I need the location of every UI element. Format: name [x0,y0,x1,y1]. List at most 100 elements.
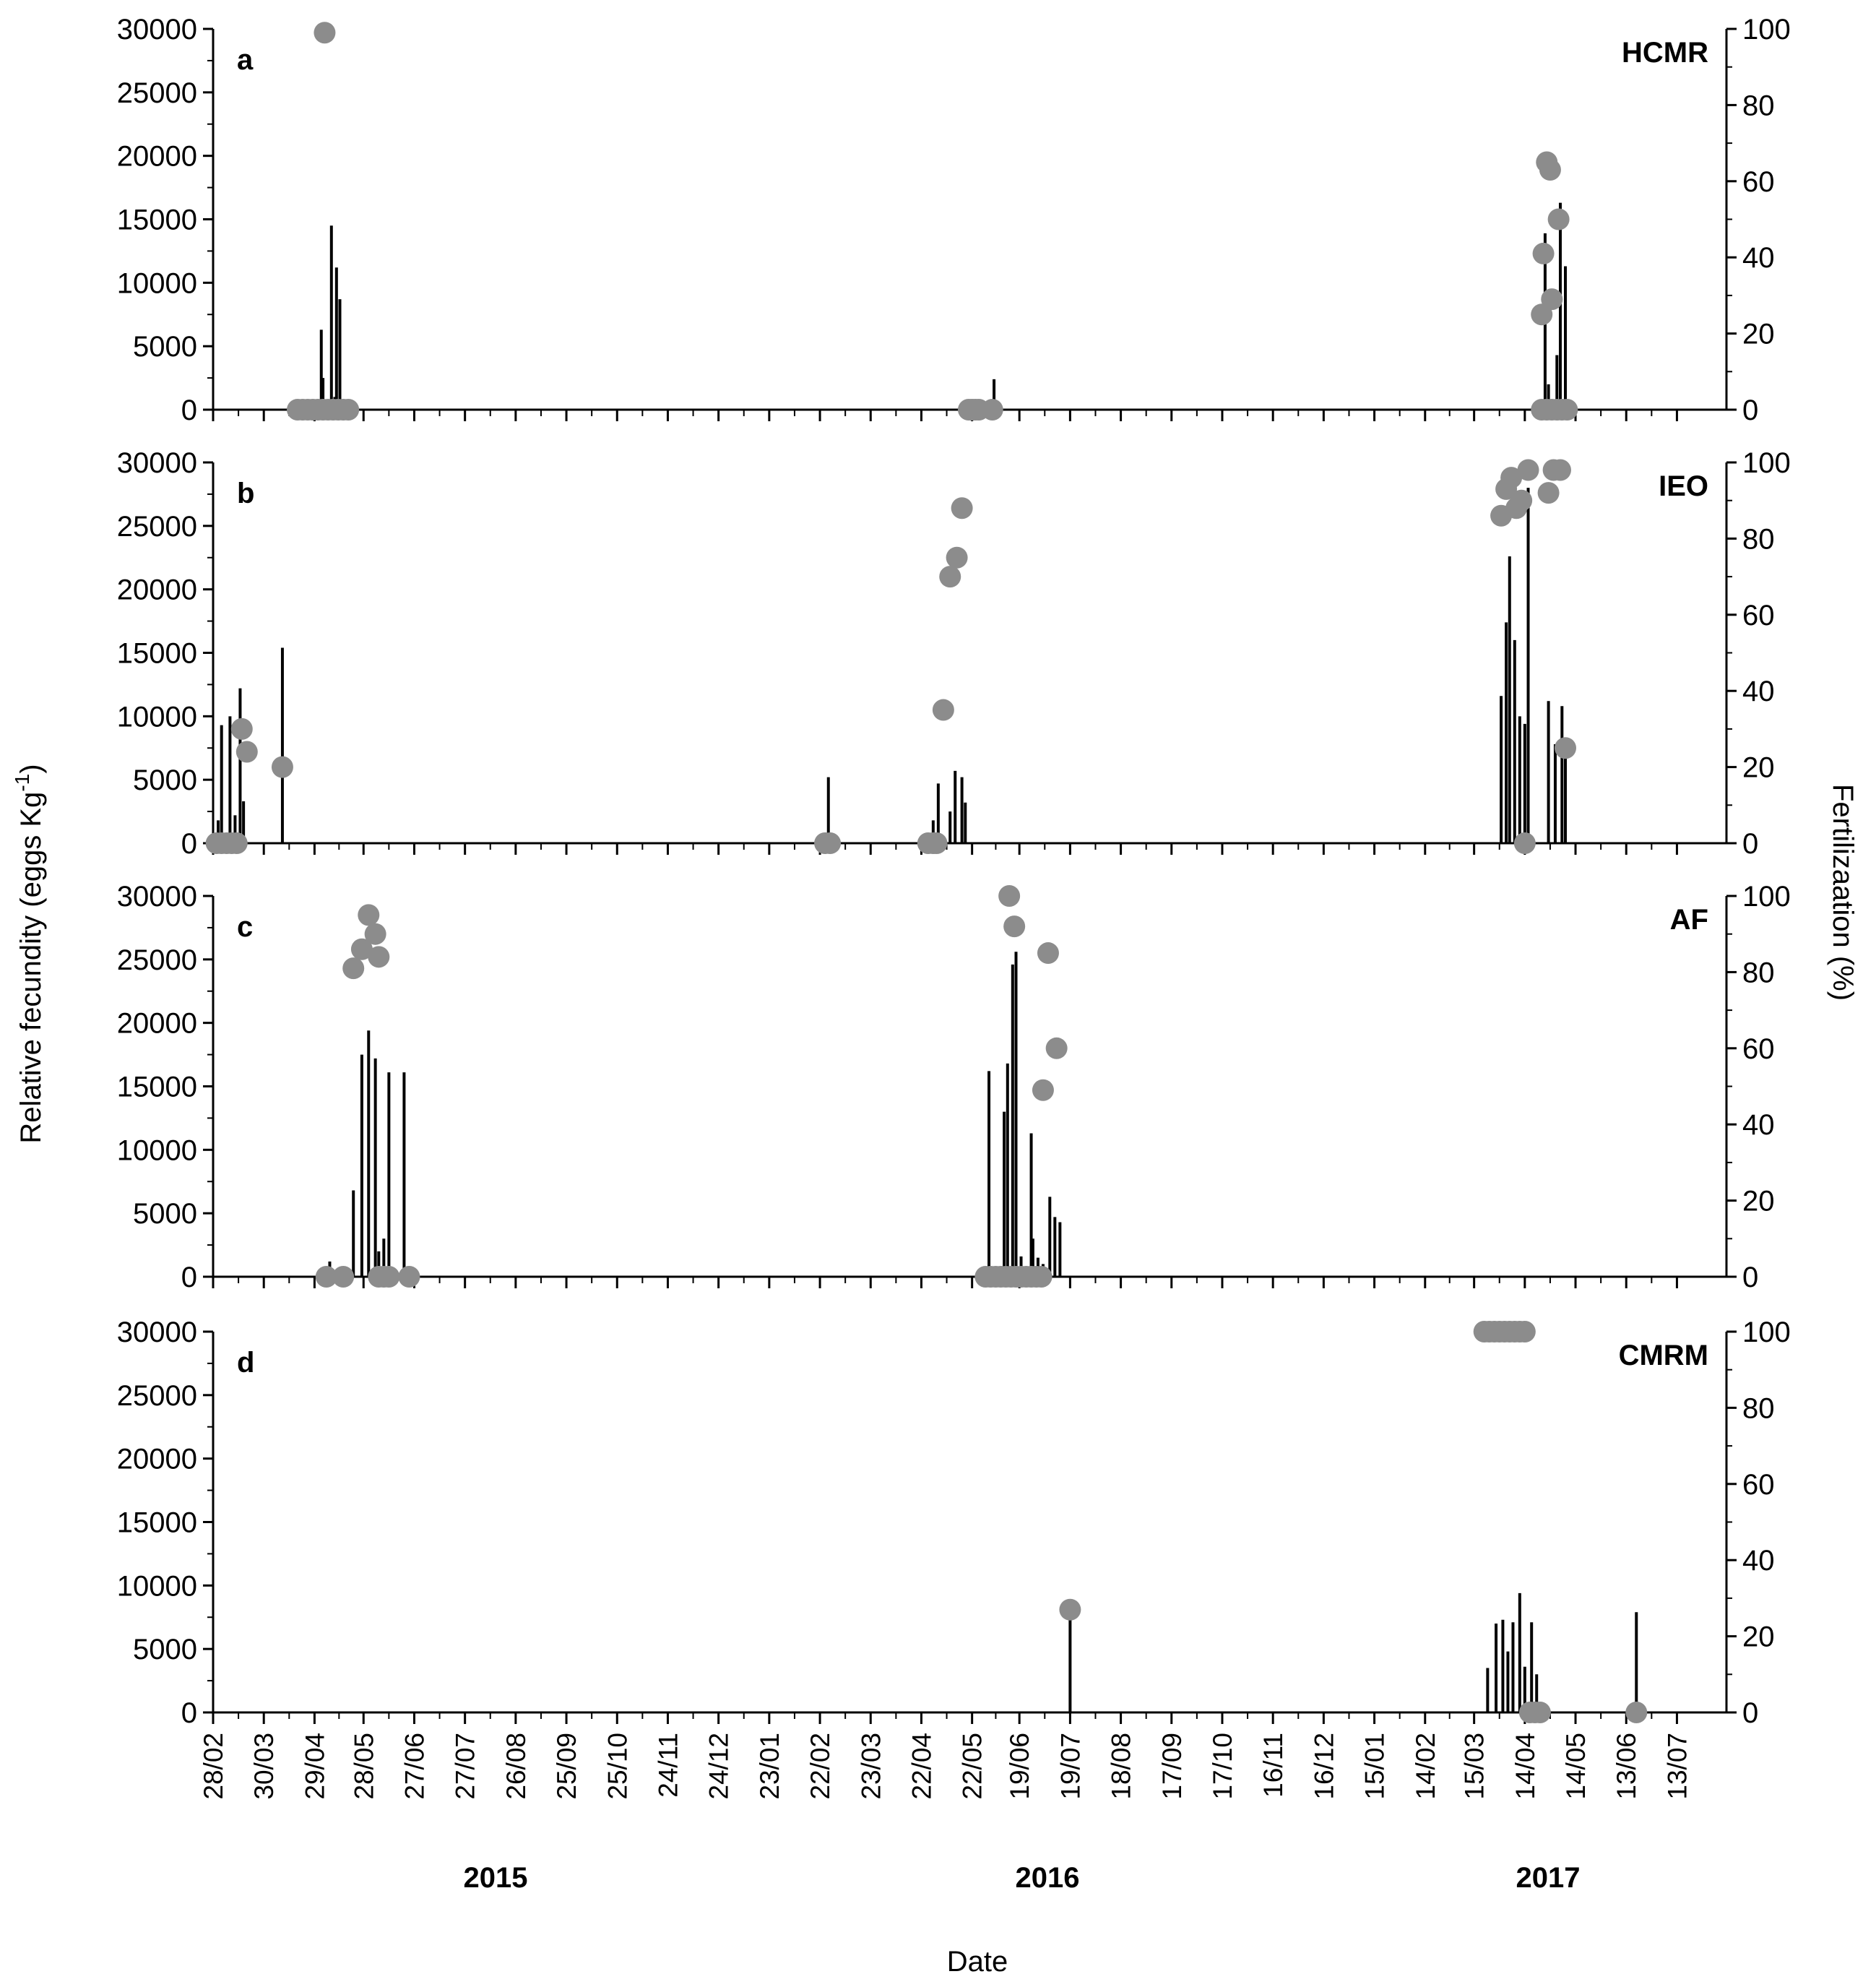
x-tick-label: 23/03 [856,1733,886,1800]
panel-name: AF [1670,904,1708,936]
fertilization-point [1059,1598,1081,1621]
x-tick-label: 14/04 [1510,1733,1540,1800]
panels-group: 0500010000150002000025000300000204060801… [117,14,1791,1800]
panel-name: HCMR [1622,37,1708,69]
fertilization-point [1549,459,1571,481]
fertilization-point [398,1266,420,1288]
x-tick-label: 15/03 [1460,1733,1490,1800]
left-tick-label: 10000 [117,701,197,733]
x-tick-label: 24/11 [653,1733,683,1798]
left-tick-label: 10000 [117,1134,197,1166]
panel-d: 0 5000 10000 15000 20000 25000 30000 0 20 40 60 80 1… [117,1316,1791,1729]
fertilization-point [337,399,360,421]
fertilization-point [1539,158,1561,181]
x-tick-label: 24/12 [704,1733,734,1800]
fertilization-point [342,957,365,980]
left-tick-label: 5000 [133,1198,197,1230]
left-tick-label: 25000 [117,944,197,976]
left-tick-label: 20000 [117,1008,197,1040]
x-tick-label: 29/04 [300,1733,329,1800]
right-tick-label: 40 [1742,242,1775,274]
fertilization-point [1513,1321,1536,1342]
left-tick-label: 15000 [117,1507,197,1539]
x-tick-label: 27/07 [451,1733,480,1800]
x-tick-label: 19/07 [1055,1733,1085,1800]
right-tick-label: 60 [1742,1469,1775,1501]
x-tick-label: 25/09 [552,1733,582,1800]
fertilization-point [315,1266,337,1288]
fertilization-point [1529,1702,1551,1723]
x-tick-label: 13/07 [1662,1733,1692,1800]
fertilization-point [1555,737,1576,759]
panel-name: CMRM [1619,1340,1708,1371]
left-tick-label: 0 [181,1262,197,1293]
left-tick-label: 20000 [117,1444,197,1475]
left-tick-label: 15000 [117,1072,197,1103]
fertilization-point [378,1266,400,1288]
x-tick-label: 23/01 [755,1733,784,1800]
fertilization-point [1513,832,1536,854]
x-tick-label: 28/02 [199,1733,228,1800]
fertilization-point [314,22,336,44]
fertilization-point [1531,303,1553,326]
x-axis-title: Date [947,1946,1008,1978]
left-y-axis-title-close: ) [15,764,47,773]
left-tick-label: 30000 [117,447,197,479]
fertilization-point [1541,288,1563,311]
x-tick-label: 14/05 [1561,1733,1591,1800]
right-tick-label: 0 [1742,395,1758,426]
panel-letter: c [237,911,253,943]
left-y-axis-title-sup: -1 [11,774,33,792]
fertilization-point [350,938,373,960]
fertilization-point [1547,208,1570,230]
x-tick-label: 22/02 [805,1733,835,1800]
fertilization-point [1500,467,1523,489]
left-tick-label: 30000 [117,1316,197,1348]
panel-letter: d [237,1347,254,1379]
right-tick-label: 80 [1742,1392,1775,1424]
right-tick-label: 0 [1742,1697,1758,1729]
right-tick-label: 80 [1742,523,1775,555]
left-y-axis-title: Relative fecundity (eggs Kg-1) [11,764,47,1143]
fertilization-point [1517,459,1539,481]
fertilization-point [939,566,961,588]
left-tick-label: 10000 [117,1570,197,1602]
fertilization-point [1532,242,1555,264]
x-tick-label: 18/08 [1107,1733,1136,1800]
left-tick-label: 0 [181,828,197,860]
x-tick-label: 26/08 [501,1733,531,1800]
right-tick-label: 20 [1742,1621,1775,1653]
panel-b: 0 5000 10000 15000 20000 25000 30000 0 20 40 60 80 1… [117,447,1791,860]
left-tick-label: 20000 [117,574,197,606]
right-tick-label: 60 [1742,1033,1775,1065]
right-tick-label: 100 [1742,447,1791,479]
right-tick-label: 40 [1742,1109,1775,1141]
fertilization-point [1537,482,1560,504]
right-tick-label: 40 [1742,676,1775,707]
x-tick-label: 15/01 [1360,1733,1390,1800]
x-tick-label: 27/06 [399,1733,429,1800]
fertilization-point [358,904,380,926]
panel-c: 0 5000 10000 15000 20000 25000 30000 0 20 40 60 80 1… [117,881,1791,1293]
panel-a: 0 5000 10000 15000 20000 25000 30000 0 20 40 60 80 1… [117,14,1791,426]
year-label-2015: 2015 [464,1862,528,1894]
fertilization-point [1045,1037,1068,1059]
fertilization-point [946,546,968,569]
fertilization-point [1556,399,1578,421]
x-tick-label: 28/05 [349,1733,379,1800]
fertilization-point [998,885,1021,907]
right-tick-label: 20 [1742,319,1775,350]
right-tick-label: 100 [1742,881,1791,913]
fertilization-point [271,756,293,778]
right-tick-label: 100 [1742,1316,1791,1348]
fertilization-point [1030,1266,1052,1288]
x-tick-label: 17/09 [1157,1733,1187,1800]
x-tick-label: 25/10 [602,1733,632,1800]
panel-letter: a [237,44,254,76]
left-tick-label: 30000 [117,881,197,913]
fertilization-point [1625,1702,1648,1723]
fertilization-point [819,832,842,854]
left-y-axis-title-main: Relative fecundity (eggs Kg [15,792,47,1144]
left-tick-label: 0 [181,1697,197,1729]
x-tick-label: 17/10 [1208,1733,1237,1800]
